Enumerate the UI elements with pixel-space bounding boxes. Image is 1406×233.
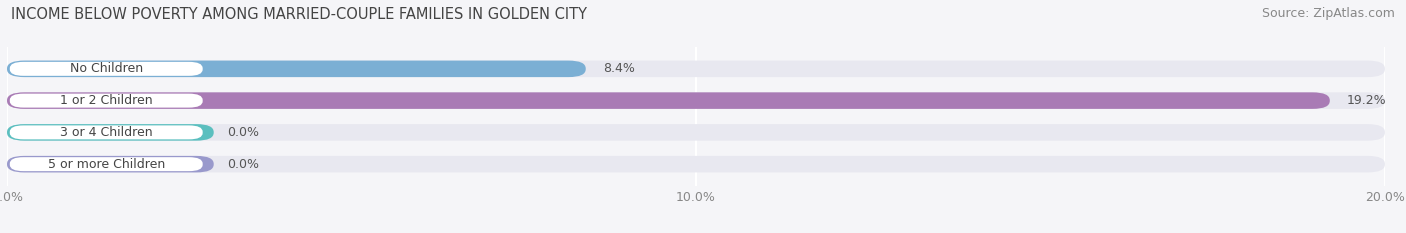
Text: INCOME BELOW POVERTY AMONG MARRIED-COUPLE FAMILIES IN GOLDEN CITY: INCOME BELOW POVERTY AMONG MARRIED-COUPL…	[11, 7, 588, 22]
Text: No Children: No Children	[70, 62, 143, 75]
FancyBboxPatch shape	[10, 157, 202, 171]
Text: 5 or more Children: 5 or more Children	[48, 158, 165, 171]
Text: 0.0%: 0.0%	[228, 126, 260, 139]
FancyBboxPatch shape	[7, 92, 1330, 109]
Text: 0.0%: 0.0%	[228, 158, 260, 171]
FancyBboxPatch shape	[7, 156, 1385, 172]
FancyBboxPatch shape	[7, 124, 1385, 141]
FancyBboxPatch shape	[10, 94, 202, 108]
Text: 3 or 4 Children: 3 or 4 Children	[60, 126, 152, 139]
FancyBboxPatch shape	[10, 62, 202, 76]
Text: 19.2%: 19.2%	[1347, 94, 1386, 107]
FancyBboxPatch shape	[7, 61, 586, 77]
Text: 8.4%: 8.4%	[603, 62, 636, 75]
FancyBboxPatch shape	[7, 92, 1385, 109]
FancyBboxPatch shape	[7, 156, 214, 172]
Text: 1 or 2 Children: 1 or 2 Children	[60, 94, 152, 107]
FancyBboxPatch shape	[10, 125, 202, 139]
FancyBboxPatch shape	[7, 124, 214, 141]
FancyBboxPatch shape	[7, 61, 1385, 77]
Text: Source: ZipAtlas.com: Source: ZipAtlas.com	[1261, 7, 1395, 20]
